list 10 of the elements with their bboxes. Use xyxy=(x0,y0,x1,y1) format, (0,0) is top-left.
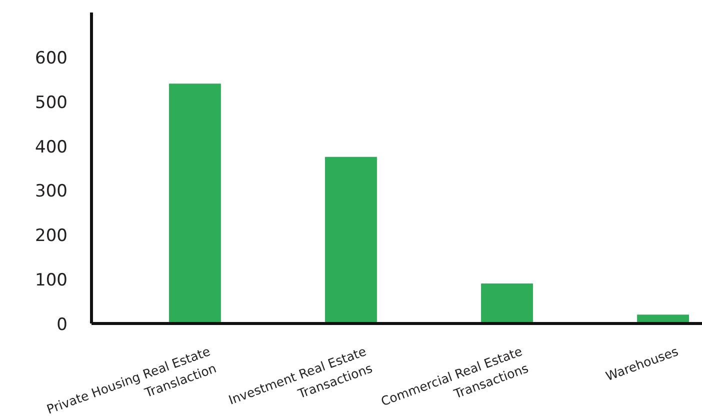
y-tick-label: 0 xyxy=(56,315,68,335)
bar xyxy=(168,84,221,324)
y-tick-label: 100 xyxy=(35,270,68,291)
y-tick-label: 400 xyxy=(35,137,68,158)
bar xyxy=(481,284,533,324)
y-tick-label: 200 xyxy=(35,226,68,246)
y-tick-label: 600 xyxy=(35,48,68,68)
y-tick-label: 300 xyxy=(35,182,68,202)
y-tick-label: 500 xyxy=(35,92,68,113)
bar xyxy=(324,156,377,324)
